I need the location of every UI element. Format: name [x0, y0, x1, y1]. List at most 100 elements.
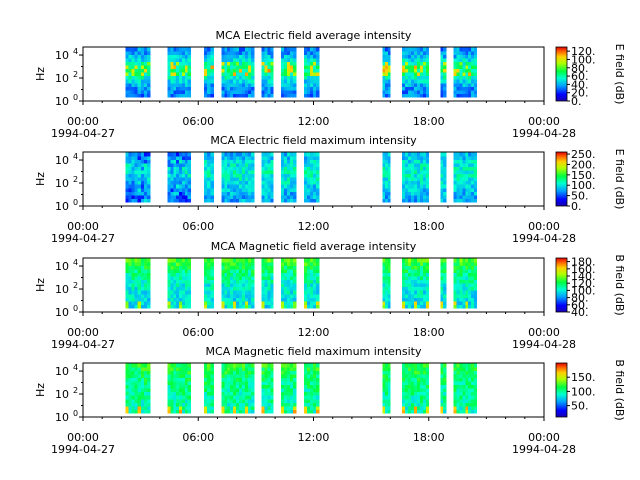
colorbar-label: B field (dB) [613, 254, 626, 315]
data-window [453, 152, 478, 203]
y-tick-label: 10 4 [55, 47, 78, 62]
data-window [382, 363, 391, 414]
colorbar: 120.100.80.60.40.20.0. E field (dB) [555, 44, 626, 108]
chart-panel-2: MCA Electric field maximum intensity 10 0 1… [34, 134, 626, 245]
colorbar-tick-label: 80. [571, 292, 589, 305]
x-date-label: 1994-04-28 [512, 232, 576, 245]
x-tick-label: 18:00 [413, 115, 445, 128]
y-tick-exponent: 4 [73, 152, 78, 161]
colorbar-tick-label: 60. [571, 299, 589, 312]
data-window [303, 258, 320, 309]
colorbar-tick-label: 200. [571, 158, 596, 171]
spectrogram-data [125, 47, 478, 98]
data-window [125, 363, 151, 414]
x-tick-label: 12:00 [298, 431, 330, 444]
colorbar-tick-label: 180. [571, 256, 596, 269]
y-tick-exponent: 2 [73, 281, 78, 290]
data-window [261, 47, 274, 98]
colorbar-label: E field (dB) [613, 149, 626, 210]
y-tick-label: 10 0 [55, 198, 78, 213]
data-window [221, 258, 255, 309]
x-tick-label: 18:00 [413, 326, 445, 339]
y-tick-exponent: 4 [73, 47, 78, 56]
colorbar-tick-label: 50. [571, 190, 589, 203]
data-window [382, 152, 391, 203]
chart-title: MCA Magnetic field maximum intensity [206, 345, 422, 358]
spectrogram-data [125, 363, 478, 414]
data-window [204, 363, 215, 414]
colorbar-tick-label: 20. [571, 87, 589, 100]
x-tick-label: 00:00 [528, 326, 560, 339]
y-axis-label: Hz [34, 67, 47, 81]
chart-title: MCA Magnetic field average intensity [211, 240, 417, 253]
data-window [382, 258, 391, 309]
colorbar: 250.200.150.100.50.0. E field (dB) [555, 148, 626, 213]
data-window [221, 152, 255, 203]
chart-panel-1: MCA Electric field average intensity 10 0 1… [34, 29, 626, 140]
y-tick-exponent: 4 [73, 363, 78, 372]
colorbar-tick-label: 100. [571, 53, 596, 66]
data-window [221, 363, 255, 414]
data-window [167, 363, 191, 414]
y-tick-label: 10 2 [55, 175, 78, 190]
data-window [382, 47, 391, 98]
x-tick-label: 00:00 [67, 115, 99, 128]
colorbar-tick-label: 100. [571, 179, 596, 192]
data-window [453, 258, 478, 309]
data-window [280, 258, 297, 309]
colorbar-tick-label: 80. [571, 62, 589, 75]
x-date-label: 1994-04-28 [512, 127, 576, 140]
x-tick-label: 00:00 [528, 220, 560, 233]
y-axis-label: Hz [34, 172, 47, 186]
data-window [261, 152, 274, 203]
x-tick-label: 18:00 [413, 220, 445, 233]
y-tick-label: 10 2 [55, 386, 78, 401]
data-window [167, 47, 191, 98]
colorbar-gradient [555, 151, 568, 207]
x-tick-label: 06:00 [182, 431, 214, 444]
colorbar-tick-label: 100. [571, 284, 596, 297]
chart-panel-4: MCA Magnetic field maximum intensity 10 0 1… [34, 345, 626, 456]
y-tick-label: 10 0 [55, 409, 78, 424]
data-window [125, 47, 151, 98]
data-window [204, 47, 215, 98]
x-tick-label: 18:00 [413, 431, 445, 444]
y-tick-label: 10 0 [55, 93, 78, 108]
colorbar-tick-label: 60. [571, 70, 589, 83]
data-window [303, 152, 320, 203]
x-tick-label: 12:00 [298, 220, 330, 233]
x-date-label: 1994-04-27 [51, 338, 115, 351]
data-window [280, 152, 297, 203]
x-tick-label: 00:00 [67, 220, 99, 233]
x-tick-label: 00:00 [67, 431, 99, 444]
colorbar-tick-label: 150. [571, 371, 596, 384]
colorbar: 180.160.140.120.100.80.60.40. B field (dB… [555, 254, 626, 319]
colorbar-tick-label: 50. [571, 400, 589, 413]
y-tick-label: 10 2 [55, 70, 78, 85]
colorbar-tick-label: 0. [571, 200, 582, 213]
y-tick-label: 10 4 [55, 363, 78, 378]
chart-title: MCA Electric field average intensity [216, 29, 412, 42]
y-tick-exponent: 0 [73, 198, 78, 207]
x-tick-label: 00:00 [528, 115, 560, 128]
colorbar-gradient [555, 46, 568, 102]
data-window [453, 363, 478, 414]
colorbar-tick-label: 0. [571, 95, 582, 108]
data-window [261, 258, 274, 309]
data-window [453, 47, 478, 98]
y-tick-label: 10 4 [55, 152, 78, 167]
data-window [401, 152, 430, 203]
colorbar-label: E field (dB) [613, 44, 626, 105]
colorbar-tick-label: 40. [571, 306, 589, 319]
x-tick-label: 00:00 [528, 431, 560, 444]
colorbar-tick-label: 250. [571, 148, 596, 161]
data-window [303, 47, 320, 98]
x-tick-label: 12:00 [298, 326, 330, 339]
data-window [204, 258, 215, 309]
colorbar-tick-label: 150. [571, 169, 596, 182]
x-date-label: 1994-04-28 [512, 338, 576, 351]
data-window [167, 152, 191, 203]
colorbar-gradient [555, 257, 568, 313]
colorbar-tick-label: 120. [571, 45, 596, 58]
